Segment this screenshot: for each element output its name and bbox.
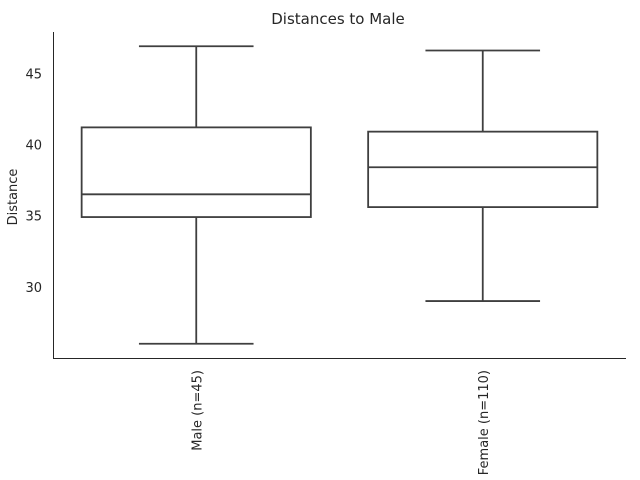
y-tick-label-35: 35 (25, 210, 42, 225)
iqr-box-male (80, 126, 312, 218)
iqr-box-female (367, 130, 599, 209)
category-labels: Male (n=45) Female (n=110) (190, 370, 492, 475)
category-label-female: Female (n=110) (477, 370, 492, 475)
chart-title: Distances to Male (271, 10, 405, 28)
box-male (80, 45, 312, 345)
y-tick-label-45: 45 (25, 67, 42, 82)
category-label-male: Male (n=45) (190, 370, 205, 451)
y-tick-label-30: 30 (25, 281, 42, 296)
y-tick-labels: 30 35 40 45 (25, 67, 42, 296)
y-tick-label-40: 40 (25, 138, 42, 153)
boxes (80, 45, 599, 345)
box-female (367, 49, 599, 302)
y-axis-label: Distance (6, 169, 21, 226)
